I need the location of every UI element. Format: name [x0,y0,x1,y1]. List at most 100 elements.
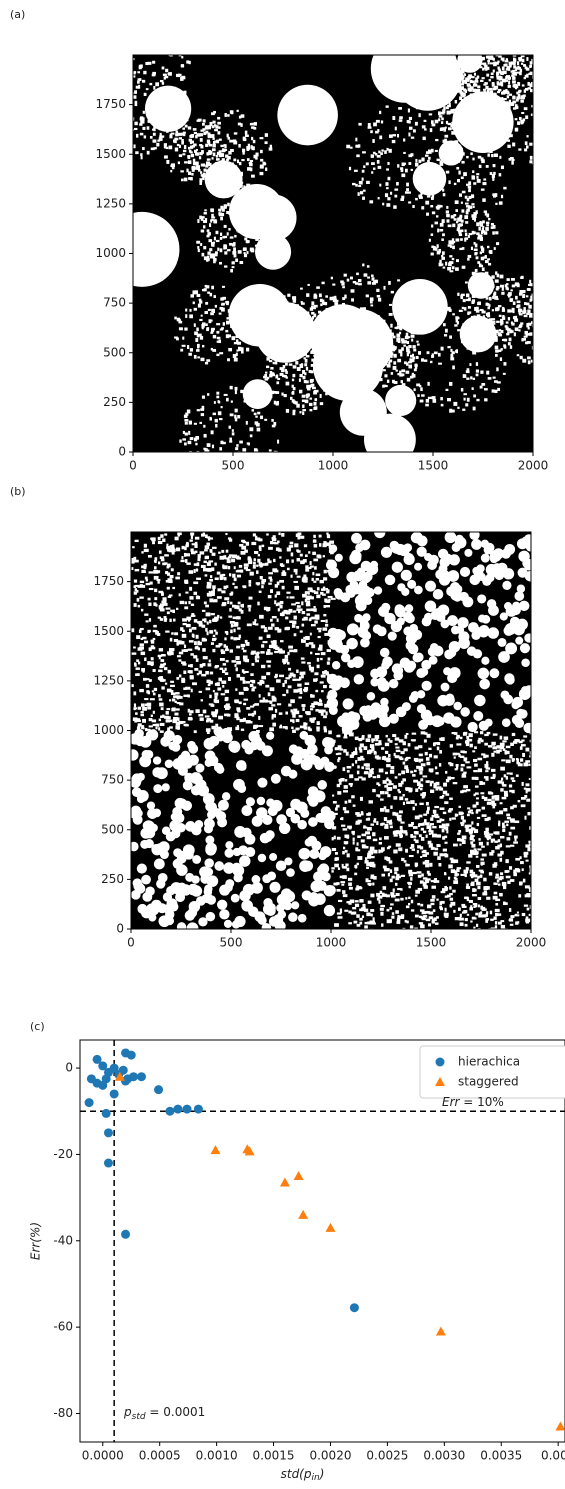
speck [386,187,389,189]
speck [112,81,115,85]
speck [332,837,334,840]
speck [534,342,537,344]
speck [418,351,421,355]
speck [217,687,221,690]
speck [294,569,298,572]
speck [157,581,159,584]
speck [178,161,180,164]
speck [272,374,275,377]
speck [182,337,184,340]
speck [96,113,99,116]
speck [130,95,133,99]
speck [158,694,161,697]
speck [246,251,248,254]
speck [447,398,451,401]
speck [132,546,135,548]
speck [268,583,272,585]
speck [465,918,468,921]
speck [203,561,206,563]
speck [512,38,515,41]
speck [370,894,374,898]
speck [496,367,498,371]
speck [221,651,225,654]
speck [164,716,169,719]
speck [225,533,227,535]
speck [347,826,352,829]
speck [482,814,487,817]
speck [128,28,132,32]
speck [172,610,175,613]
speck [472,387,474,390]
speck [393,361,396,364]
speck [523,735,527,737]
speck [508,294,511,298]
speck [487,154,489,157]
speck [197,345,199,349]
speck [135,585,139,587]
speck [170,165,173,167]
speck [421,837,424,841]
speck [235,699,239,703]
speck [297,605,301,608]
speck [145,577,148,580]
speck [445,329,448,333]
speck [212,547,217,549]
speck [130,117,134,120]
speck [458,806,461,808]
speck [550,134,553,138]
speck [443,128,446,132]
speck [153,630,158,632]
speck [233,159,236,162]
speck [468,205,471,208]
speck [286,627,290,630]
speck [276,679,281,682]
speck [233,629,235,633]
speck [297,684,301,687]
speck [217,596,222,599]
speck [142,707,145,710]
speck [371,914,373,917]
speck [512,44,514,48]
speck [140,123,142,126]
speck [361,766,364,769]
speck [100,54,104,57]
speck [235,447,238,450]
speck [191,689,193,693]
speck [249,597,253,600]
speck [305,568,309,571]
speck [386,168,389,170]
blob [392,279,448,335]
speck [460,238,463,241]
speck [487,307,489,310]
speck [153,638,156,640]
speck [245,659,249,662]
speck [470,921,472,923]
speck [108,43,111,46]
speck [248,471,250,474]
speck [314,566,317,569]
speck [358,144,360,147]
speck [131,567,133,570]
speck [431,149,434,153]
speck [454,218,457,221]
speck [146,88,149,90]
speck [189,421,192,425]
y-tick-label: 1000 [95,246,126,260]
speck [179,674,181,677]
speck [212,148,216,151]
speck [423,850,426,853]
speck [469,900,473,903]
speck [166,708,170,710]
speck [500,788,503,791]
speck [154,688,157,691]
speck [491,769,495,772]
speck [413,807,415,811]
speck [168,146,172,150]
speck [541,115,544,117]
speck [134,90,137,94]
speck [476,176,478,179]
speck [475,47,478,50]
speck [532,49,535,51]
speck [233,354,237,358]
speck [278,608,280,611]
